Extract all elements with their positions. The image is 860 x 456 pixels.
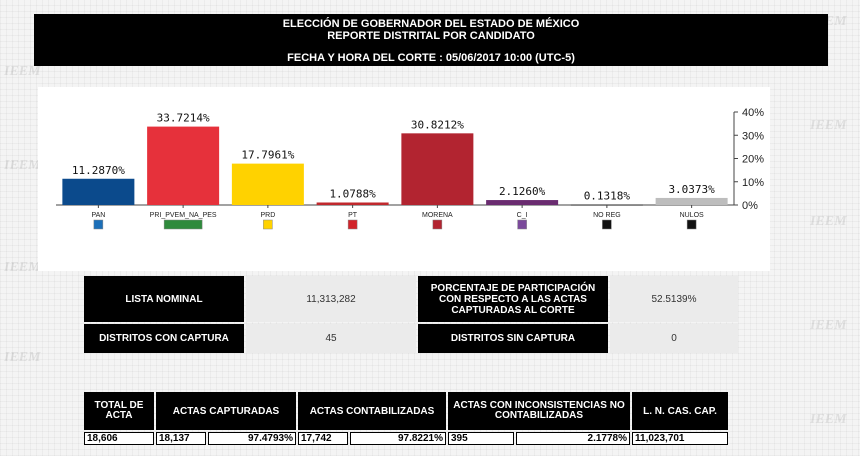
x-tick-label: NULOS — [680, 212, 704, 219]
bar — [231, 163, 304, 205]
y-tick-label: 10% — [742, 177, 764, 189]
x-tick-label: MORENA — [422, 212, 453, 219]
bar-chart-svg: 0% 10% 20% 30% 40% 11.2870% PAN 33.7214% PRI_PVE… — [56, 107, 764, 230]
y-tick-label: 30% — [742, 130, 764, 142]
actas-table: TOTAL DE ACTA ACTAS CAPTURADAS ACTAS CON… — [82, 390, 730, 447]
watermark: IEEM — [810, 412, 847, 427]
bar — [655, 197, 728, 205]
participacion-value: 52.5139% — [610, 276, 738, 322]
lista-nominal-value: 11,313,282 — [246, 276, 416, 322]
bar — [62, 178, 135, 205]
data-label: 33.7214% — [157, 112, 210, 125]
data-label: 30.8212% — [411, 118, 464, 131]
party-logo-icon — [163, 219, 203, 230]
results-chart: 0% 10% 20% 30% 40% 11.2870% PAN 33.7214% PRI_PVE… — [38, 87, 770, 271]
actas-capturadas-value: 18,137 — [156, 432, 206, 445]
actas-capturadas-pct: 97.4793% — [208, 432, 296, 445]
actas-inconsistencias-pct: 2.1778% — [516, 432, 630, 445]
actas-contabilizadas-value: 17,742 — [298, 432, 348, 445]
bar — [486, 200, 559, 205]
actas-inconsistencias-label: ACTAS CON INCONSISTENCIAS NO CONTABILIZA… — [448, 392, 630, 430]
watermark: IEEM — [810, 118, 847, 133]
y-tick-label: 0% — [742, 200, 758, 212]
lista-nominal-label: LISTA NOMINAL — [84, 276, 244, 322]
distritos-sin-label: DISTRITOS SIN CAPTURA — [418, 324, 608, 353]
x-tick-label: NO REG — [593, 212, 621, 219]
watermark: IEEM — [4, 64, 41, 79]
ln-cas-cap-value: 11,023,701 — [632, 432, 728, 445]
data-label: 2.1260% — [499, 185, 546, 198]
party-logo-icon — [432, 219, 443, 230]
y-tick-label: 40% — [742, 107, 764, 119]
total-acta-label: TOTAL DE ACTA — [84, 392, 154, 430]
participacion-label: PORCENTAJE DE PARTICIPACIÓN CON RESPECTO… — [418, 276, 608, 322]
actas-contabilizadas-pct: 97.8221% — [350, 432, 446, 445]
x-tick-label: PRD — [260, 212, 275, 219]
distritos-con-value: 45 — [246, 324, 416, 353]
actas-inconsistencias-value: 395 — [448, 432, 514, 445]
data-label: 0.1318% — [584, 190, 631, 203]
x-tick-label: PRI_PVEM_NA_PES — [150, 212, 217, 219]
x-tick-label: C_I — [517, 212, 528, 219]
watermark: IEEM — [4, 158, 41, 173]
watermark: IEEM — [4, 350, 41, 365]
party-logo-icon — [347, 219, 358, 230]
header-title: ELECCIÓN DE GOBERNADOR DEL ESTADO DE MÉX… — [282, 18, 580, 30]
distritos-con-label: DISTRITOS CON CAPTURA — [84, 324, 244, 353]
x-tick-label: PAN — [91, 212, 105, 219]
party-logo-icon — [517, 219, 527, 230]
data-label: 1.0788% — [329, 187, 376, 200]
data-label: 11.2870% — [72, 164, 125, 177]
y-tick-label: 20% — [742, 154, 764, 166]
ln-cas-cap-label: L. N. CAS. CAP. — [632, 392, 728, 430]
watermark: IEEM — [810, 214, 847, 229]
x-tick-label: PT — [348, 212, 358, 219]
actas-contabilizadas-label: ACTAS CONTABILIZADAS — [298, 392, 446, 430]
actas-capturadas-label: ACTAS CAPTURADAS — [156, 392, 296, 430]
watermark: IEEM — [4, 260, 41, 275]
watermark: IEEM — [810, 318, 847, 333]
party-logo-icon — [602, 219, 612, 230]
data-label: 17.7961% — [241, 149, 294, 162]
distritos-sin-value: 0 — [610, 324, 738, 353]
party-logo-icon — [93, 219, 104, 230]
header-subtitle: REPORTE DISTRITAL POR CANDIDATO — [327, 30, 535, 42]
summary-table: LISTA NOMINAL 11,313,282 PORCENTAJE DE P… — [82, 274, 740, 355]
bar — [401, 133, 474, 205]
header-timestamp: FECHA Y HORA DEL CORTE : 05/06/2017 10:0… — [287, 52, 575, 64]
data-label: 3.0373% — [668, 183, 715, 196]
party-logo-icon — [263, 219, 273, 230]
report-header: ELECCIÓN DE GOBERNADOR DEL ESTADO DE MÉX… — [34, 14, 828, 66]
total-acta-value: 18,606 — [84, 432, 154, 445]
bar — [316, 202, 389, 205]
bar — [147, 126, 220, 205]
party-logo-icon — [686, 219, 697, 230]
